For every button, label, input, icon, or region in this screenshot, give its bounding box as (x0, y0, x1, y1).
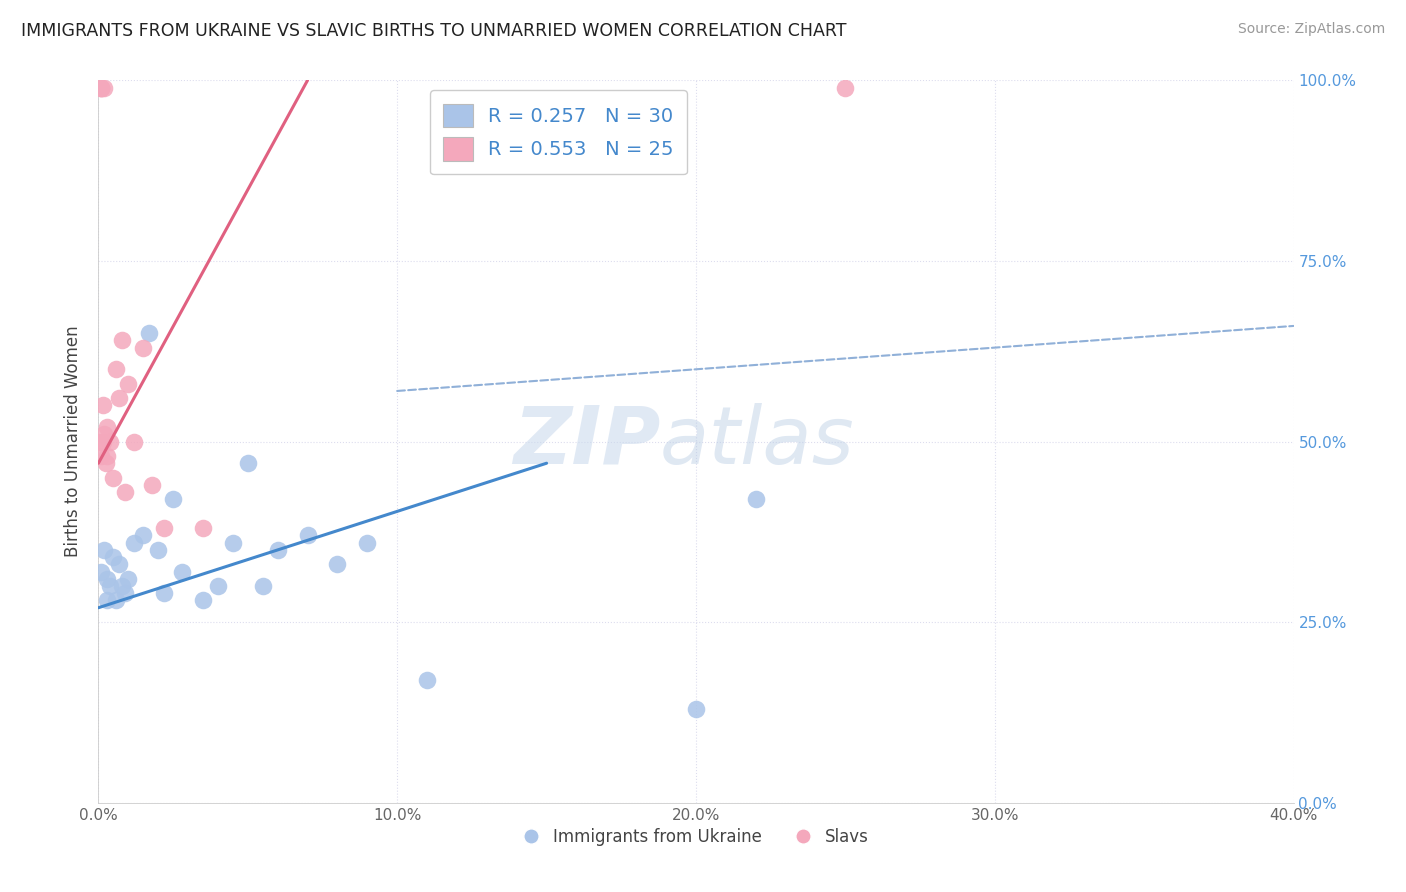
Point (98, 434, 122, 449)
Point (108, 391, 131, 405)
Point (124, 535, 146, 549)
Point (90, 565, 112, 579)
Point (207, 579, 229, 593)
Point (105, 362, 128, 376)
Point (114, 485, 136, 500)
Point (416, 673, 439, 687)
Point (96, 449, 118, 463)
Point (236, 456, 259, 470)
Point (162, 492, 184, 507)
Point (222, 535, 245, 549)
Point (103, 471, 125, 485)
Point (96, 420, 118, 434)
Point (114, 586, 136, 600)
Point (153, 586, 176, 600)
Point (96, 572, 118, 586)
Point (326, 558, 349, 572)
Point (103, 550, 125, 565)
Legend: Immigrants from Ukraine, Slavs: Immigrants from Ukraine, Slavs (516, 821, 876, 852)
Point (93, 542, 115, 557)
Point (90, 80, 112, 95)
Y-axis label: Births to Unmarried Women: Births to Unmarried Women (65, 326, 83, 558)
Point (834, 80, 856, 95)
Point (111, 579, 134, 593)
Point (191, 593, 214, 607)
Text: atlas: atlas (661, 402, 855, 481)
Point (93, 80, 115, 95)
Point (108, 558, 131, 572)
Text: ZIP: ZIP (513, 402, 661, 481)
Point (117, 572, 139, 586)
Text: Source: ZipAtlas.com: Source: ZipAtlas.com (1237, 22, 1385, 37)
Point (91, 398, 114, 412)
Point (141, 478, 163, 492)
Point (93, 427, 115, 442)
Point (297, 528, 319, 542)
Point (685, 702, 707, 716)
Point (132, 341, 155, 355)
Point (267, 542, 290, 557)
Point (91, 434, 114, 449)
Point (98, 579, 122, 593)
Point (111, 334, 134, 348)
Point (252, 579, 274, 593)
Point (132, 528, 155, 542)
Point (124, 434, 146, 449)
Point (90, 80, 112, 95)
Point (94, 456, 117, 470)
Point (138, 326, 160, 341)
Point (90, 449, 112, 463)
Point (96, 593, 118, 607)
Point (89, 434, 111, 449)
Point (745, 492, 768, 507)
Point (172, 565, 194, 579)
Point (148, 542, 170, 557)
Point (105, 593, 128, 607)
Point (356, 535, 378, 549)
Point (90, 80, 112, 95)
Text: IMMIGRANTS FROM UKRAINE VS SLAVIC BIRTHS TO UNMARRIED WOMEN CORRELATION CHART: IMMIGRANTS FROM UKRAINE VS SLAVIC BIRTHS… (21, 22, 846, 40)
Point (153, 521, 176, 535)
Point (117, 376, 139, 391)
Point (191, 521, 214, 535)
